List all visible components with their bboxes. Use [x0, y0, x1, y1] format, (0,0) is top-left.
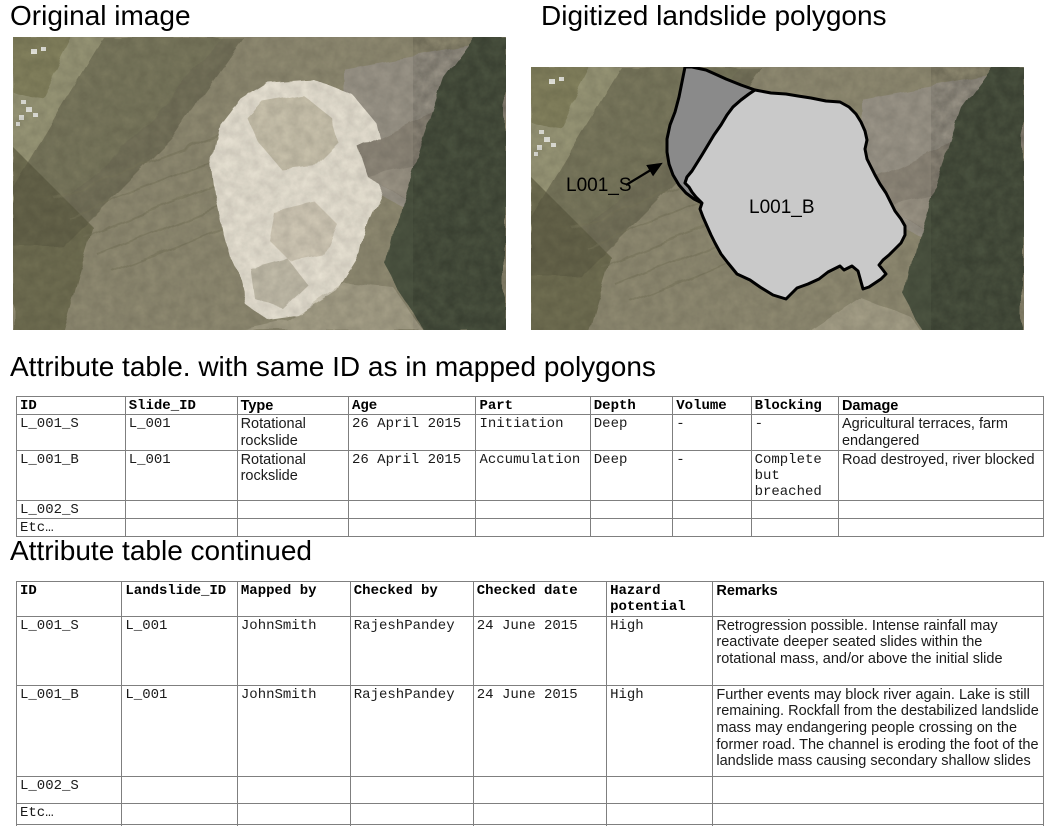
svg-text:L001_B: L001_B — [749, 197, 815, 218]
svg-text:L001_S: L001_S — [566, 175, 632, 196]
